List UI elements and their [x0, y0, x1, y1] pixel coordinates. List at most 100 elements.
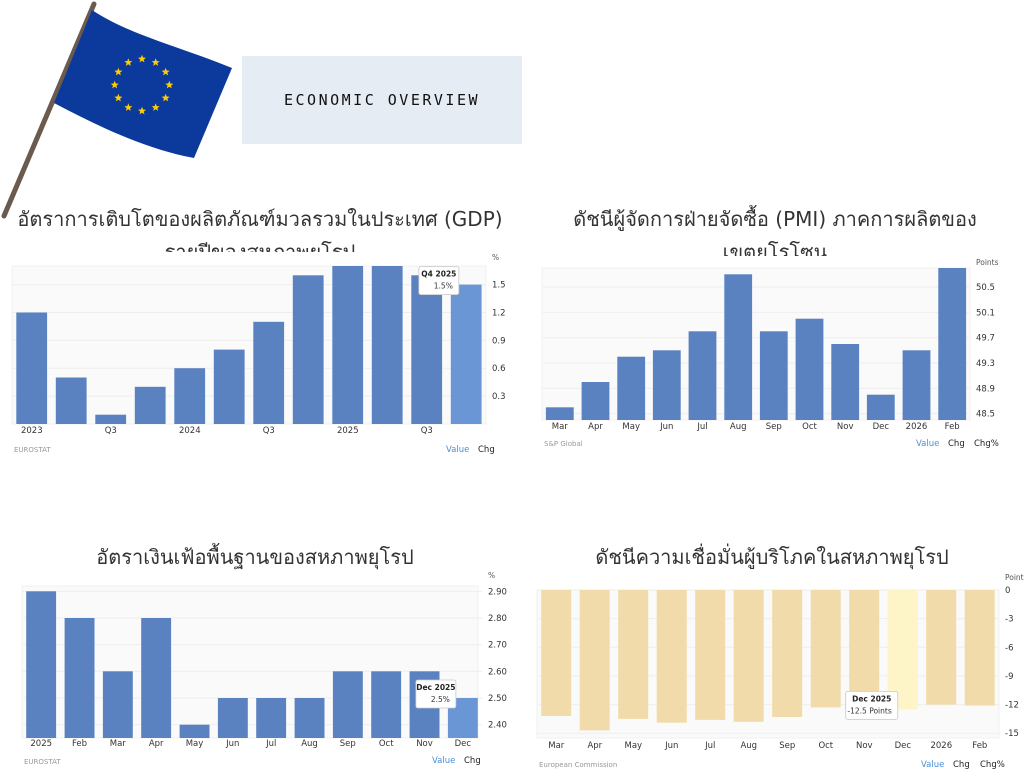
tab-value[interactable]: Value — [916, 439, 939, 449]
x-tick-label: Jul — [265, 739, 276, 749]
flag-star — [151, 103, 160, 111]
y-unit-label: % — [488, 571, 495, 580]
bar[interactable] — [371, 671, 402, 738]
bar[interactable] — [938, 268, 967, 420]
x-tick-label: Jul — [704, 741, 715, 751]
flag-star — [114, 67, 123, 76]
y-tick-label: 49.7 — [976, 334, 995, 344]
tab-chg[interactable]: Chg — [464, 756, 481, 766]
bar[interactable] — [16, 312, 48, 425]
x-tick-label: Feb — [972, 741, 987, 751]
x-tick-label: Q3 — [263, 426, 275, 436]
x-tick-label: Apr — [587, 741, 602, 751]
bar[interactable] — [759, 331, 788, 420]
y-tick-label: 0.3 — [492, 392, 506, 402]
cpi-chart-title: อัตราเงินเฟ้อพื้นฐานของสหภาพยุโรป — [0, 541, 510, 574]
x-tick-label: 2025 — [337, 426, 359, 436]
y-tick-label: 2.80 — [488, 614, 507, 624]
source-label: European Commission — [539, 761, 617, 769]
gdp-title-line-1: อัตราการเติบโตของผลิตภัณฑ์มวลรวมในประเทศ… — [17, 207, 503, 231]
bar[interactable] — [617, 356, 646, 420]
tab-chg[interactable]: Chg — [948, 439, 965, 449]
bar[interactable] — [179, 724, 210, 738]
y-tick-label: 2.70 — [488, 641, 507, 651]
bar[interactable] — [256, 698, 287, 738]
bar[interactable] — [902, 350, 931, 420]
economic-overview-banner: ECONOMIC OVERVIEW — [242, 56, 522, 144]
bar[interactable] — [253, 321, 285, 424]
bar[interactable] — [887, 590, 918, 710]
bar[interactable] — [652, 350, 681, 420]
x-tick-label: Mar — [110, 739, 127, 749]
bar[interactable] — [849, 590, 880, 711]
y-tick-label: -6 — [1005, 643, 1013, 653]
x-tick-label: Aug — [730, 422, 747, 432]
x-tick-label: Sep — [779, 741, 795, 751]
tab-chg[interactable]: Chg — [953, 760, 970, 770]
bar[interactable] — [581, 382, 610, 420]
tab-chgpct[interactable]: Chg% — [974, 439, 999, 449]
bar[interactable] — [545, 407, 574, 420]
bar[interactable] — [134, 386, 166, 424]
cpi-title-line-1: อัตราเงินเฟ้อพื้นฐานของสหภาพยุโรป — [96, 545, 414, 569]
y-tick-label: -3 — [1005, 615, 1013, 625]
bar[interactable] — [294, 698, 325, 738]
bar[interactable] — [772, 590, 803, 717]
bar[interactable] — [866, 394, 895, 420]
bar[interactable] — [724, 274, 753, 420]
bar[interactable] — [26, 591, 57, 738]
bar[interactable] — [332, 266, 364, 424]
bar[interactable] — [795, 318, 824, 420]
y-tick-label: 50.5 — [976, 283, 995, 293]
y-unit-label: Points — [976, 258, 999, 267]
x-tick-label: Jul — [696, 422, 707, 432]
tooltip-value: -12.5 Points — [847, 706, 891, 715]
bar[interactable] — [964, 590, 995, 706]
x-tick-label: Apr — [149, 739, 164, 749]
bar[interactable] — [926, 590, 957, 705]
x-tick-label: Sep — [340, 739, 356, 749]
source-label: S&P Global — [544, 440, 583, 448]
x-tick-label: Oct — [802, 422, 817, 432]
bar[interactable] — [213, 349, 245, 424]
bar[interactable] — [450, 284, 482, 424]
x-tick-label: Nov — [856, 741, 873, 751]
x-tick-label: Oct — [818, 741, 833, 751]
bar[interactable] — [64, 618, 95, 738]
tooltip: Dec 2025 2.5% — [415, 679, 457, 709]
bar[interactable] — [217, 698, 248, 738]
confidence-chart-svg: 0 -3 -6 -9 -12 -15 Points Mar Apr May Jun Jul Aug Sep… — [536, 573, 1024, 770]
confidence-chart: 0 -3 -6 -9 -12 -15 Points Mar Apr May Jun Jul Aug Sep… — [525, 570, 1024, 772]
tab-chgpct[interactable]: Chg% — [980, 760, 1005, 770]
x-tick-label: Aug — [301, 739, 318, 749]
bar[interactable] — [292, 275, 324, 424]
bar[interactable] — [371, 266, 403, 424]
bar[interactable] — [541, 590, 572, 716]
bar[interactable] — [618, 590, 649, 719]
tab-value[interactable]: Value — [921, 760, 944, 770]
tooltip-value: 2.5% — [431, 695, 450, 704]
bar[interactable] — [579, 590, 610, 731]
tab-value[interactable]: Value — [432, 756, 455, 766]
y-tick-label: 0.9 — [492, 336, 506, 346]
bar[interactable] — [332, 671, 363, 738]
x-tick-label: 2023 — [21, 426, 43, 436]
bar[interactable] — [411, 275, 443, 424]
bar[interactable] — [688, 331, 717, 420]
bar[interactable] — [174, 368, 206, 424]
bar[interactable] — [102, 671, 133, 738]
bar[interactable] — [95, 414, 127, 424]
bar[interactable] — [695, 590, 726, 720]
bar[interactable] — [141, 618, 172, 738]
flag-star — [114, 93, 123, 102]
confidence-chart-title: ดัชนีความเชื่อมั่นผู้บริโภคในสหภาพยุโรป — [522, 541, 1022, 574]
x-tick-label: Aug — [740, 741, 757, 751]
x-tick-label: May — [622, 422, 640, 432]
tab-chg[interactable]: Chg — [478, 445, 495, 455]
bar[interactable] — [55, 377, 87, 425]
bar[interactable] — [656, 590, 687, 723]
bar[interactable] — [810, 590, 841, 708]
tab-value[interactable]: Value — [446, 445, 469, 455]
bar[interactable] — [831, 344, 860, 420]
bar[interactable] — [733, 590, 764, 722]
